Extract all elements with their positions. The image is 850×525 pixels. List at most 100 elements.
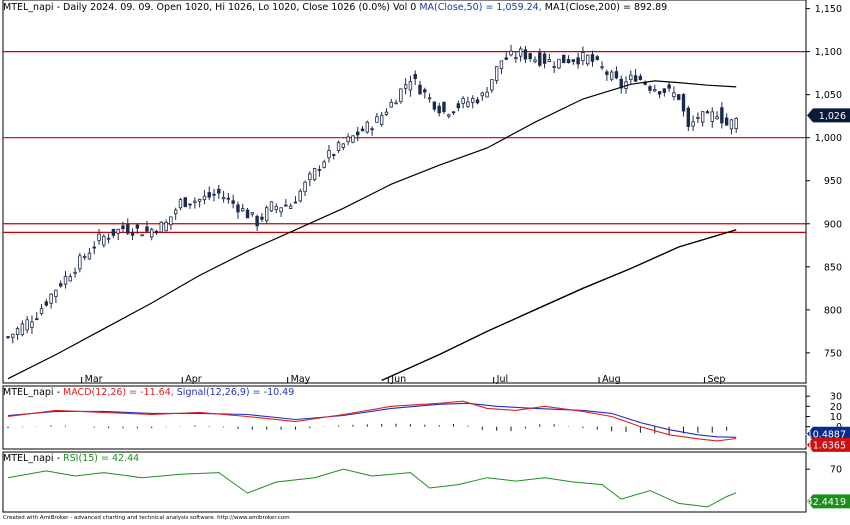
rsi-label: RSI(15) = 42.44 (63, 453, 139, 464)
candle-body (217, 188, 221, 194)
candle-body (15, 328, 20, 335)
candle-body (681, 94, 686, 112)
candle-body (696, 117, 700, 119)
candle-body (145, 226, 149, 232)
macd-header-ticker: MTEL_napi (3, 387, 54, 398)
ma50-line (7, 80, 737, 380)
candle-body (25, 319, 29, 331)
candle-body (485, 91, 489, 98)
candle-body (379, 114, 384, 126)
candle-body (341, 143, 346, 148)
candle-body (221, 197, 226, 200)
candle-body (504, 57, 508, 60)
candle-body (427, 97, 432, 100)
ma200-line (381, 229, 737, 382)
candle-body (480, 92, 484, 97)
rsi-value-tag-text: 42.4419 (807, 497, 846, 508)
rsi-value-tag (807, 494, 850, 509)
month-label: Jul (496, 374, 508, 385)
candle-body (346, 136, 350, 143)
candle-body (140, 234, 144, 237)
main-header: MTEL_napi - Daily 2024. 09. 09. Open 102… (3, 2, 667, 13)
candle-body (135, 224, 140, 229)
price-tick-label: 950 (824, 176, 842, 187)
macd-tick-label: 20 (830, 402, 842, 413)
month-label: May (291, 374, 311, 385)
candle-body (260, 216, 264, 220)
candle-body (600, 66, 604, 69)
candle-body (39, 308, 44, 314)
month-label: Aug (602, 374, 621, 385)
candle-body (245, 209, 250, 219)
candle-body (336, 142, 341, 151)
candle-body (609, 71, 614, 80)
candle-body (375, 116, 379, 123)
rsi-panel (2, 451, 807, 513)
ma50-label: MA(Close,50) = 1,059.24, (419, 2, 544, 13)
candle-body (236, 204, 240, 213)
month-label: Mar (85, 374, 103, 385)
macd-value-tag (807, 437, 850, 452)
candle-body (68, 276, 72, 282)
candle-body (193, 200, 197, 203)
candle-body (241, 208, 245, 212)
candle-body (173, 209, 178, 215)
candle-body (102, 235, 106, 246)
candle-body (35, 318, 39, 321)
candle-body (317, 169, 322, 171)
candle-body (332, 154, 336, 156)
candle-body (250, 212, 255, 215)
candle-body (720, 107, 724, 124)
candle-body (490, 79, 494, 91)
candle-body (298, 190, 302, 202)
candle-body (705, 111, 710, 114)
rsi-tick-label: 70 (830, 465, 842, 476)
candle-body (293, 201, 298, 204)
candle-body (6, 336, 10, 339)
candle-body (499, 60, 504, 70)
candle-body (274, 205, 278, 210)
candle-body (451, 111, 456, 114)
main-header-ohlc: - Daily 2024. 09. 09. Open 1020, Hi 1026… (54, 2, 420, 13)
candle-body (197, 198, 202, 202)
month-label: Jun (390, 374, 406, 385)
candle-body (715, 116, 719, 120)
candle-body (557, 58, 561, 69)
candle-body (729, 119, 734, 130)
candle-body (164, 221, 168, 232)
candle-body (662, 88, 667, 93)
candle-body (269, 201, 274, 212)
candle-body (121, 225, 125, 230)
price-tick-label: 750 (824, 348, 842, 359)
candle-body (494, 66, 499, 81)
candle-body (92, 246, 96, 249)
candle-body (284, 204, 288, 207)
candle-body (394, 102, 398, 105)
month-label: Apr (185, 374, 202, 385)
candle-body (11, 333, 15, 338)
candle-body (528, 53, 532, 60)
candle-body (691, 121, 695, 127)
price-tick-label: 1,000 (815, 133, 842, 144)
candle-body (226, 197, 231, 200)
candle-body (590, 54, 595, 62)
rsi-header: MTEL_napi - RSI(15) = 42.44 (3, 453, 139, 464)
candle-body (399, 88, 403, 103)
last-price-tag-text: 1,026 (819, 111, 846, 122)
price-tick-label: 1,050 (815, 90, 842, 101)
candle-body (547, 59, 552, 62)
candle-body (30, 321, 34, 328)
candle-body (188, 203, 192, 206)
candle-body (437, 105, 441, 114)
candle-body (672, 92, 676, 98)
rsi-line (7, 468, 737, 508)
candle-body (734, 118, 738, 130)
candle-body (389, 101, 393, 108)
candle-body (413, 74, 417, 80)
candle-body (562, 54, 566, 64)
rsi-header-ticker: MTEL_napi (3, 453, 54, 464)
candle-body (518, 48, 523, 57)
macd-label: MACD(12,26) = -11.64, (63, 387, 177, 398)
last-price-tag (807, 108, 850, 123)
candle-body (533, 59, 537, 63)
